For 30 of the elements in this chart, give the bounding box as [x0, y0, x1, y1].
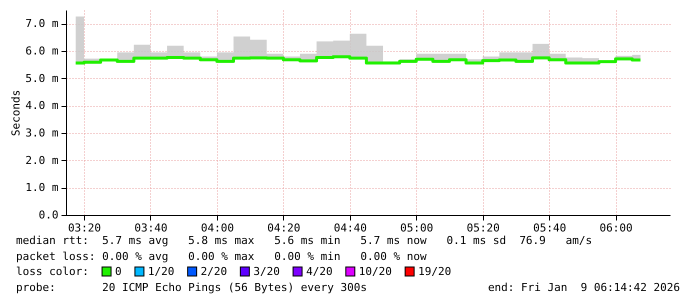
x-tick-label: 04:40 — [334, 222, 367, 234]
legend-label: 2/20 — [200, 265, 228, 278]
y-tick-label: 4.0 m — [25, 99, 59, 112]
y-tick-label: 2.0 m — [25, 154, 59, 167]
y-tick-label: 6.0 m — [25, 44, 59, 58]
legend-label: 0 — [115, 265, 122, 278]
y-tick-label: 5.0 m — [25, 72, 59, 85]
y-tick-label: 0.0 — [38, 208, 58, 222]
text: packet loss: 0.00 % avg 0.00 % max 0.00 % min 0.00 % now — [16, 250, 427, 263]
y-tick-label: 3.0 m — [25, 126, 59, 140]
legend-label: 1/20 — [148, 265, 174, 278]
y-axis-title: Seconds — [9, 90, 22, 136]
text: end: Fri Jan 9 06:14:42 2026 — [488, 281, 680, 294]
x-tick-label: 03:20 — [68, 222, 102, 234]
legend-label: 3/20 — [253, 265, 280, 278]
legend-title: loss color: — [16, 265, 89, 278]
legend-label: 4/20 — [306, 265, 333, 278]
legend-label: 10/20 — [358, 265, 392, 278]
y-tick-label: 1.0 m — [25, 181, 59, 194]
x-tick-label: 05:20 — [466, 222, 500, 234]
x-tick-label: 05:40 — [533, 222, 566, 234]
text: probe: 20 ICMP Echo Pings (56 Bytes) every 300s — [16, 281, 367, 294]
legend-label: 19/20 — [418, 265, 452, 278]
x-tick-label: 05:00 — [400, 222, 434, 234]
x-tick-label: 03:40 — [134, 222, 168, 234]
x-tick-label: 04:20 — [267, 222, 300, 234]
text: median rtt: 5.7 ms avg 5.8 ms max 5.6 ms min 5.7 ms now 0.1 ms sd 76.9 am/s — [16, 234, 592, 247]
x-tick-label: 04:00 — [200, 222, 234, 234]
x-tick-label: 06:00 — [600, 222, 633, 234]
y-tick-label: 7.0 m — [25, 17, 59, 30]
